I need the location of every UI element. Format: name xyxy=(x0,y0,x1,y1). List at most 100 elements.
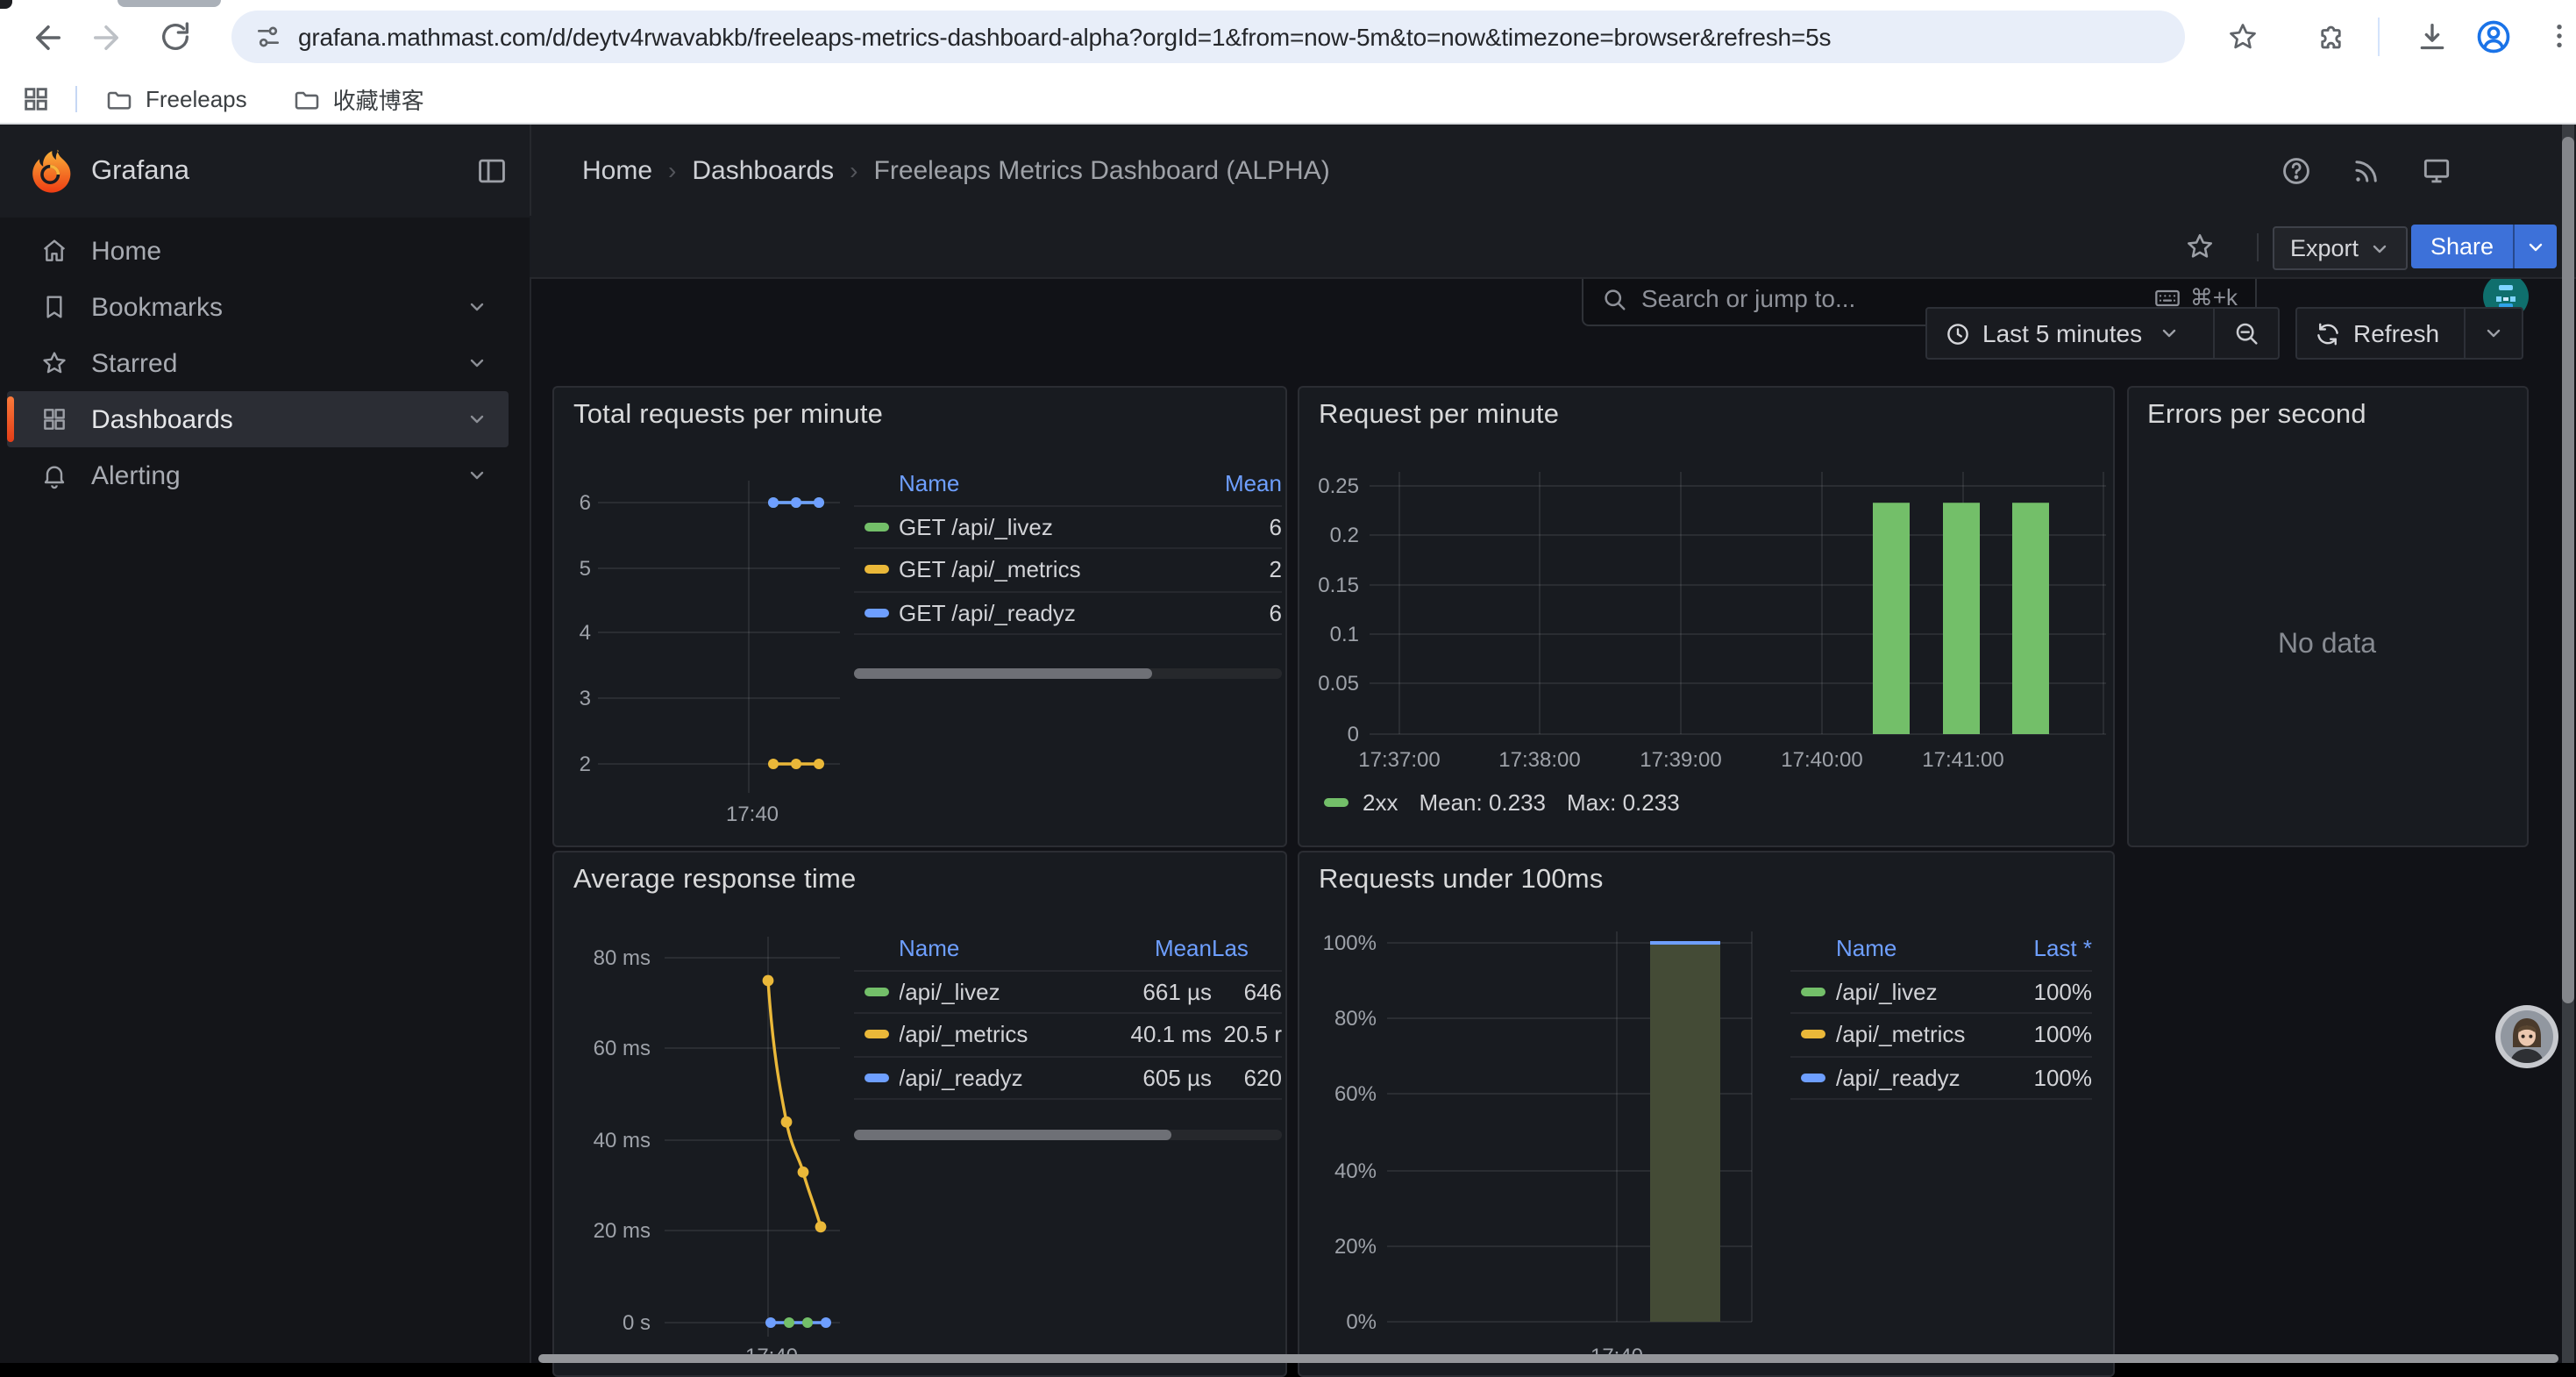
share-menu-chevron[interactable] xyxy=(2513,225,2558,268)
series-name[interactable]: /api/_metrics xyxy=(1836,1021,1966,1048)
sidebar-item-bookmarks[interactable]: Bookmarks xyxy=(7,279,509,335)
svg-text:17:37:00: 17:37:00 xyxy=(1358,748,1440,772)
sidebar-item-starred[interactable]: Starred xyxy=(7,335,509,391)
search-shortcut: ⌘+k xyxy=(2153,284,2238,312)
breadcrumb-item[interactable]: Home xyxy=(582,155,653,185)
chevron-down-icon xyxy=(2529,242,2543,251)
reload-icon[interactable] xyxy=(158,19,193,54)
bookmark-star-icon[interactable] xyxy=(2227,21,2259,53)
sidebar-item-alerting[interactable]: Alerting xyxy=(7,447,509,503)
help-icon[interactable] xyxy=(2280,154,2313,188)
site-settings-icon[interactable] xyxy=(254,23,282,51)
svg-text:3: 3 xyxy=(580,687,591,710)
legend-row[interactable]: /api/_metrics 100% xyxy=(1790,1014,2092,1057)
series-name[interactable]: /api/_metrics xyxy=(899,1021,1028,1048)
refresh-button[interactable]: Refresh xyxy=(2297,309,2464,358)
svg-text:0: 0 xyxy=(1348,723,1359,746)
legend-row[interactable]: /api/_readyz 100% xyxy=(1790,1057,2092,1100)
browser-menu-icon[interactable] xyxy=(2543,19,2576,53)
toolbar-divider xyxy=(2378,18,2380,56)
panel-title[interactable]: Average response time xyxy=(573,865,857,895)
legend-row[interactable]: /api/_readyz 605 µs 620 xyxy=(853,1057,1282,1100)
svg-text:0.05: 0.05 xyxy=(1318,672,1359,696)
apps-shortcut-icon[interactable] xyxy=(21,84,51,114)
panel-errors-per-second[interactable]: Errors per second No data xyxy=(2126,386,2528,846)
home-icon xyxy=(40,237,68,265)
vertical-scrollbar-thumb[interactable] xyxy=(2561,137,2574,1003)
panel-average-response-time[interactable]: Average response time 80 ms 60 ms 40 ms 20 … xyxy=(552,851,1286,1377)
chevron-down-icon[interactable] xyxy=(466,465,487,486)
monitor-icon[interactable] xyxy=(2420,154,2453,188)
tab-bottom-slice xyxy=(117,0,221,7)
series-name[interactable]: /api/_readyz xyxy=(899,1064,1023,1091)
export-button[interactable]: Export xyxy=(2273,226,2409,270)
address-bar[interactable]: grafana.mathmast.com/d/deytv4rwavabkb/fr… xyxy=(231,11,2185,63)
legend-scrollbar[interactable] xyxy=(853,1130,1282,1140)
series-name[interactable]: /api/_livez xyxy=(1836,978,1938,1005)
zoom-out-button[interactable] xyxy=(2213,309,2278,358)
bookmarks-divider xyxy=(75,86,77,112)
assistant-avatar[interactable] xyxy=(2494,1005,2558,1068)
horizontal-scrollbar[interactable] xyxy=(538,1353,2558,1363)
legend-line[interactable]: 2xx Mean: 0.233 Max: 0.233 xyxy=(1324,789,1680,816)
legend-row[interactable]: GET /api/_readyz 6 xyxy=(853,592,1282,635)
panel-title[interactable]: Requests under 100ms xyxy=(1319,865,1604,895)
legend-row[interactable]: GET /api/_metrics 2 xyxy=(853,549,1282,592)
legend-row[interactable]: /api/_livez 100% xyxy=(1790,971,2092,1014)
share-button[interactable]: Share xyxy=(2411,225,2558,268)
download-icon[interactable] xyxy=(2415,19,2450,54)
panel-requests-under-100ms[interactable]: Requests under 100ms 100% 80% 60% 40% 20% 0% 1… xyxy=(1298,851,2115,1377)
series-name[interactable]: /api/_livez xyxy=(899,978,1000,1005)
extensions-icon[interactable] xyxy=(2316,21,2348,53)
keyboard-icon xyxy=(2155,289,2180,307)
chevron-down-icon[interactable] xyxy=(466,353,487,374)
time-range-picker[interactable]: Last 5 minutes xyxy=(1926,309,2213,358)
series-color-pill xyxy=(864,522,888,532)
breadcrumb-item[interactable]: Freeleaps Metrics Dashboard (ALPHA) xyxy=(873,155,1330,185)
breadcrumb-item[interactable]: Dashboards xyxy=(692,155,835,185)
chevron-down-icon[interactable] xyxy=(466,409,487,430)
series-value: 40.1 ms xyxy=(1130,1021,1213,1048)
legend-row[interactable]: /api/_livez 661 µs 646 xyxy=(853,971,1282,1014)
legend-scrollbar[interactable] xyxy=(853,668,1282,679)
chevron-down-icon xyxy=(2373,244,2387,253)
svg-text:4: 4 xyxy=(580,621,591,645)
favorite-star-icon[interactable] xyxy=(2185,232,2215,261)
sidebar-item-home[interactable]: Home xyxy=(7,223,509,279)
news-rss-icon[interactable] xyxy=(2350,154,2383,188)
legend-row[interactable]: GET /api/_livez 6 xyxy=(853,506,1282,549)
series-name[interactable]: /api/_readyz xyxy=(1836,1064,1960,1091)
chevron-down-icon[interactable] xyxy=(466,296,487,317)
profile-icon[interactable] xyxy=(2474,18,2513,56)
bookmark-folder[interactable]: Freeleaps xyxy=(105,85,247,113)
sidebar-nav: Home Bookmarks Starred Dashboards Alerting xyxy=(0,218,531,1363)
panel-request-per-minute[interactable]: Request per minute 0.25 0.2 0.15 0.1 0.05 0 17… xyxy=(1298,386,2115,846)
bookmark-folder[interactable]: 收藏博客 xyxy=(293,82,424,116)
series-color-pill xyxy=(864,608,888,617)
panel-title[interactable]: Total requests per minute xyxy=(573,400,884,430)
series-value: 646 xyxy=(1243,978,1282,1005)
sidebar-item-dashboards[interactable]: Dashboards xyxy=(7,391,509,447)
svg-text:2: 2 xyxy=(580,753,591,776)
panel-title[interactable]: Errors per second xyxy=(2147,400,2366,430)
series-name[interactable]: GET /api/_readyz xyxy=(899,599,1076,626)
legend-table[interactable]: Name Mean Las/api/_livez 661 µs 646/api/_met… xyxy=(853,928,1282,1100)
panel-title[interactable]: Request per minute xyxy=(1319,400,1560,430)
series-color-pill xyxy=(864,1073,888,1082)
bell-icon xyxy=(40,461,68,489)
panel-total-requests[interactable]: Total requests per minute 6 5 4 3 2 17:40 Nam… xyxy=(552,386,1286,846)
series-name[interactable]: GET /api/_metrics xyxy=(899,556,1081,583)
series-name[interactable]: GET /api/_livez xyxy=(899,513,1053,540)
legend-header-row: Name Mean Las xyxy=(853,928,1282,971)
forward-icon[interactable] xyxy=(88,19,125,56)
svg-text:80%: 80% xyxy=(1334,1007,1377,1031)
legend-row[interactable]: /api/_metrics 40.1 ms 20.5 r xyxy=(853,1014,1282,1057)
refresh-interval-chevron[interactable] xyxy=(2464,309,2522,358)
sidebar-toggle-icon[interactable] xyxy=(475,154,509,188)
legend-table[interactable]: Name Mean GET /api/_livez 6 GET /api/_metric… xyxy=(853,463,1282,635)
grafana-logo[interactable] xyxy=(28,146,75,195)
legend-table[interactable]: Name Last * /api/_livez 100% /api/_metrics 10… xyxy=(1790,928,2092,1100)
back-icon[interactable] xyxy=(30,19,67,56)
series-name[interactable]: 2xx xyxy=(1363,789,1398,816)
